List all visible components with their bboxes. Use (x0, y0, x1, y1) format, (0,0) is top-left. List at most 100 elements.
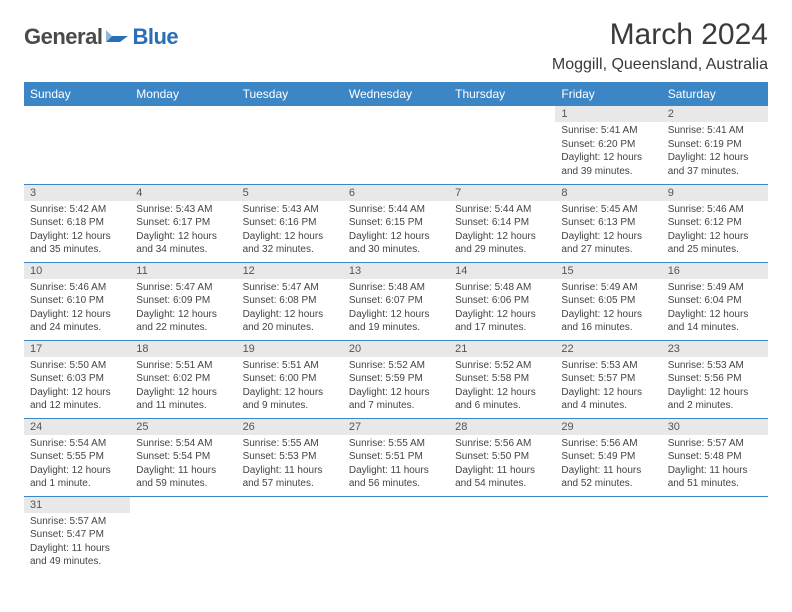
weekday-header: Friday (555, 82, 661, 106)
day-detail-line: Sunset: 5:55 PM (30, 450, 124, 464)
day-detail-line: Sunrise: 5:47 AM (136, 281, 230, 295)
calendar-day-cell: 21Sunrise: 5:52 AMSunset: 5:58 PMDayligh… (449, 340, 555, 418)
day-detail-line: Sunrise: 5:49 AM (561, 281, 655, 295)
day-number: 27 (343, 419, 449, 435)
day-details: Sunrise: 5:56 AMSunset: 5:50 PMDaylight:… (449, 435, 555, 495)
day-details: Sunrise: 5:54 AMSunset: 5:54 PMDaylight:… (130, 435, 236, 495)
day-number: 30 (662, 419, 768, 435)
day-detail-line: Daylight: 12 hours (30, 386, 124, 400)
calendar-week-row: 24Sunrise: 5:54 AMSunset: 5:55 PMDayligh… (24, 418, 768, 496)
calendar-day-cell (24, 106, 130, 184)
calendar-day-cell: 29Sunrise: 5:56 AMSunset: 5:49 PMDayligh… (555, 418, 661, 496)
calendar-day-cell: 19Sunrise: 5:51 AMSunset: 6:00 PMDayligh… (237, 340, 343, 418)
day-detail-line: Sunset: 5:48 PM (668, 450, 762, 464)
calendar-day-cell: 20Sunrise: 5:52 AMSunset: 5:59 PMDayligh… (343, 340, 449, 418)
calendar-day-cell: 7Sunrise: 5:44 AMSunset: 6:14 PMDaylight… (449, 184, 555, 262)
day-detail-line: and 1 minute. (30, 477, 124, 491)
day-number: 6 (343, 185, 449, 201)
day-detail-line: Daylight: 12 hours (561, 151, 655, 165)
day-number: 12 (237, 263, 343, 279)
day-details: Sunrise: 5:45 AMSunset: 6:13 PMDaylight:… (555, 201, 661, 261)
day-details: Sunrise: 5:43 AMSunset: 6:17 PMDaylight:… (130, 201, 236, 261)
day-details: Sunrise: 5:54 AMSunset: 5:55 PMDaylight:… (24, 435, 130, 495)
brand-part1: General (24, 24, 102, 50)
day-detail-line: and 52 minutes. (561, 477, 655, 491)
day-detail-line: Daylight: 12 hours (561, 230, 655, 244)
calendar-day-cell: 3Sunrise: 5:42 AMSunset: 6:18 PMDaylight… (24, 184, 130, 262)
day-detail-line: Daylight: 12 hours (30, 230, 124, 244)
day-number: 17 (24, 341, 130, 357)
day-detail-line: and 51 minutes. (668, 477, 762, 491)
day-number: 24 (24, 419, 130, 435)
day-details: Sunrise: 5:48 AMSunset: 6:07 PMDaylight:… (343, 279, 449, 339)
day-detail-line: Daylight: 11 hours (455, 464, 549, 478)
calendar-day-cell: 23Sunrise: 5:53 AMSunset: 5:56 PMDayligh… (662, 340, 768, 418)
day-detail-line: Sunset: 6:15 PM (349, 216, 443, 230)
day-number: 3 (24, 185, 130, 201)
day-number: 23 (662, 341, 768, 357)
day-detail-line: and 29 minutes. (455, 243, 549, 257)
day-detail-line: Sunset: 6:07 PM (349, 294, 443, 308)
day-detail-line: Sunrise: 5:55 AM (349, 437, 443, 451)
day-detail-line: and 35 minutes. (30, 243, 124, 257)
day-detail-line: Sunrise: 5:42 AM (30, 203, 124, 217)
calendar-day-cell: 24Sunrise: 5:54 AMSunset: 5:55 PMDayligh… (24, 418, 130, 496)
day-detail-line: and 34 minutes. (136, 243, 230, 257)
day-detail-line: Daylight: 12 hours (349, 230, 443, 244)
weekday-header-row: SundayMondayTuesdayWednesdayThursdayFrid… (24, 82, 768, 106)
day-detail-line: Sunrise: 5:48 AM (455, 281, 549, 295)
day-detail-line: Sunrise: 5:43 AM (243, 203, 337, 217)
day-number: 10 (24, 263, 130, 279)
day-details: Sunrise: 5:53 AMSunset: 5:56 PMDaylight:… (662, 357, 768, 417)
day-details: Sunrise: 5:51 AMSunset: 6:02 PMDaylight:… (130, 357, 236, 417)
day-number: 4 (130, 185, 236, 201)
day-detail-line: Sunrise: 5:51 AM (136, 359, 230, 373)
day-number: 19 (237, 341, 343, 357)
weekday-header: Thursday (449, 82, 555, 106)
day-detail-line: and 22 minutes. (136, 321, 230, 335)
calendar-day-cell (130, 496, 236, 574)
day-detail-line: Sunset: 5:57 PM (561, 372, 655, 386)
day-detail-line: Sunrise: 5:43 AM (136, 203, 230, 217)
calendar-day-cell: 13Sunrise: 5:48 AMSunset: 6:07 PMDayligh… (343, 262, 449, 340)
day-detail-line: Daylight: 11 hours (349, 464, 443, 478)
day-detail-line: and 11 minutes. (136, 399, 230, 413)
calendar-day-cell: 17 Sunrise: 5:50 AMSunset: 6:03 PMDayligh… (24, 340, 130, 418)
day-detail-line: Sunset: 6:19 PM (668, 138, 762, 152)
day-detail-line: Sunset: 6:20 PM (561, 138, 655, 152)
calendar-day-cell (343, 496, 449, 574)
calendar-day-cell: 2Sunrise: 5:41 AMSunset: 6:19 PMDaylight… (662, 106, 768, 184)
day-detail-line: Sunset: 6:03 PM (30, 372, 124, 386)
day-details: Sunrise: 5:41 AMSunset: 6:20 PMDaylight:… (555, 122, 661, 182)
day-detail-line: Daylight: 12 hours (243, 308, 337, 322)
calendar-day-cell: 8Sunrise: 5:45 AMSunset: 6:13 PMDaylight… (555, 184, 661, 262)
day-detail-line: Sunrise: 5:50 AM (30, 359, 124, 373)
title-block: March 2024 Moggill, Queensland, Australi… (552, 18, 768, 74)
day-details: Sunrise: 5:57 AMSunset: 5:48 PMDaylight:… (662, 435, 768, 495)
weekday-header: Saturday (662, 82, 768, 106)
day-detail-line: and 7 minutes. (349, 399, 443, 413)
day-detail-line: and 6 minutes. (455, 399, 549, 413)
day-detail-line: and 24 minutes. (30, 321, 124, 335)
day-detail-line: Daylight: 12 hours (349, 308, 443, 322)
day-detail-line: Sunrise: 5:55 AM (243, 437, 337, 451)
day-number: 29 (555, 419, 661, 435)
brand-logo: General Blue (24, 24, 178, 50)
day-detail-line: Sunrise: 5:41 AM (561, 124, 655, 138)
day-number: 25 (130, 419, 236, 435)
day-detail-line: Sunrise: 5:46 AM (668, 203, 762, 217)
flag-icon (106, 26, 128, 49)
day-detail-line: Sunrise: 5:56 AM (455, 437, 549, 451)
day-detail-line: Sunset: 5:58 PM (455, 372, 549, 386)
day-detail-line: Sunset: 6:13 PM (561, 216, 655, 230)
day-detail-line: and 30 minutes. (349, 243, 443, 257)
day-detail-line: Daylight: 12 hours (243, 386, 337, 400)
day-details: Sunrise: 5:47 AMSunset: 6:09 PMDaylight:… (130, 279, 236, 339)
calendar-day-cell: 5Sunrise: 5:43 AMSunset: 6:16 PMDaylight… (237, 184, 343, 262)
day-detail-line: and 39 minutes. (561, 165, 655, 179)
day-number: 31 (24, 497, 130, 513)
day-detail-line: and 25 minutes. (668, 243, 762, 257)
day-detail-line: Daylight: 12 hours (455, 230, 549, 244)
day-detail-line: and 57 minutes. (243, 477, 337, 491)
calendar-day-cell: 15Sunrise: 5:49 AMSunset: 6:05 PMDayligh… (555, 262, 661, 340)
